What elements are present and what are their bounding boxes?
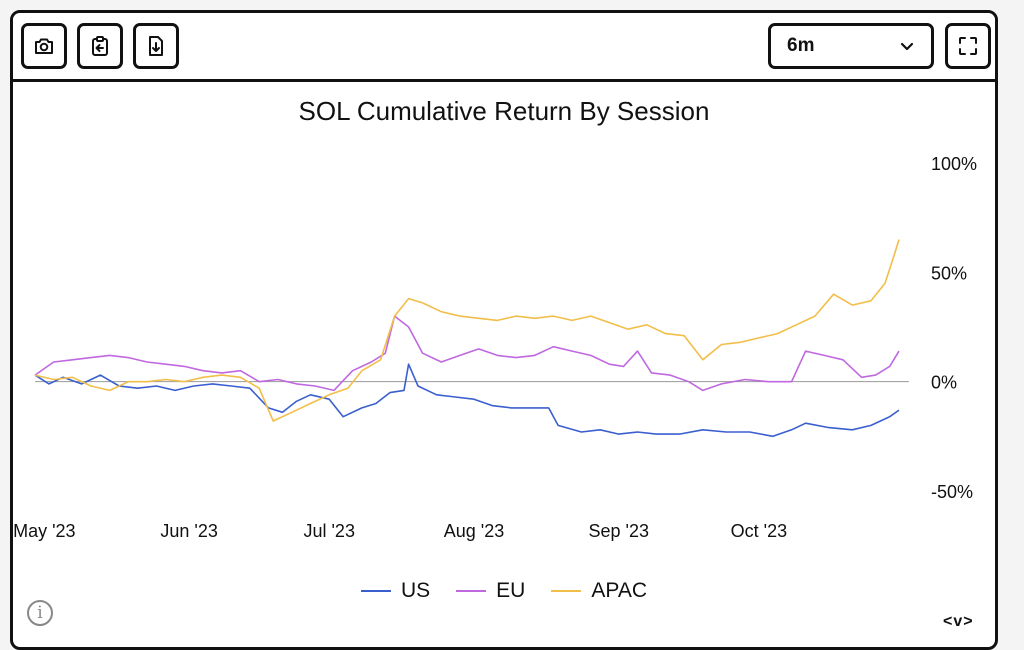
x-tick-label: May '23 xyxy=(13,521,75,541)
legend-swatch xyxy=(456,590,487,592)
chart-title: SOL Cumulative Return By Session xyxy=(298,96,710,126)
x-tick-label: Jun '23 xyxy=(160,521,217,541)
series-line-us xyxy=(34,363,900,438)
y-tick-label: 50% xyxy=(931,263,967,283)
x-tick-label: Jul '23 xyxy=(303,521,354,541)
fullscreen-button[interactable] xyxy=(945,23,991,69)
chevron-down-icon xyxy=(900,42,914,51)
legend-label: US xyxy=(400,579,431,602)
legend-swatch xyxy=(360,590,391,592)
y-tick-label: -50% xyxy=(931,482,973,502)
series-line-eu xyxy=(34,315,900,392)
x-tick-label: Oct '23 xyxy=(731,521,787,541)
legend-label: APAC xyxy=(591,579,647,602)
chart-toolbar: 6m xyxy=(13,13,995,82)
download-button[interactable] xyxy=(133,23,179,69)
legend-swatch xyxy=(551,590,582,592)
line-chart: 100% 50% 0% -50% May '23 Jun '23 Jul '23 Aug '2… xyxy=(13,154,977,541)
legend-item-us[interactable]: US xyxy=(360,579,431,603)
copy-button[interactable] xyxy=(77,23,123,69)
screenshot-button[interactable] xyxy=(21,23,67,69)
legend-item-apac[interactable]: APAC xyxy=(551,579,647,603)
legend-label: EU xyxy=(496,579,526,602)
camera-icon xyxy=(35,38,53,54)
legend-item-eu[interactable]: EU xyxy=(456,579,525,603)
clipboard-icon xyxy=(92,36,108,56)
x-tick-label: Sep '23 xyxy=(589,521,650,541)
download-icon xyxy=(149,36,163,56)
chart-widget: 6m SOL Cumulative Return By Session 100%… xyxy=(10,10,998,650)
y-tick-label: 0% xyxy=(931,373,957,393)
nav-arrows[interactable]: <v> xyxy=(943,613,974,630)
chart-legend: US EU APAC xyxy=(13,579,995,603)
y-tick-label: 100% xyxy=(931,154,977,174)
fullscreen-icon xyxy=(959,37,977,55)
series-line-apac xyxy=(34,239,900,422)
info-icon[interactable]: i xyxy=(27,600,53,626)
range-select-value: 6m xyxy=(787,35,815,56)
range-select[interactable]: 6m xyxy=(768,23,934,69)
x-tick-label: Aug '23 xyxy=(444,521,505,541)
